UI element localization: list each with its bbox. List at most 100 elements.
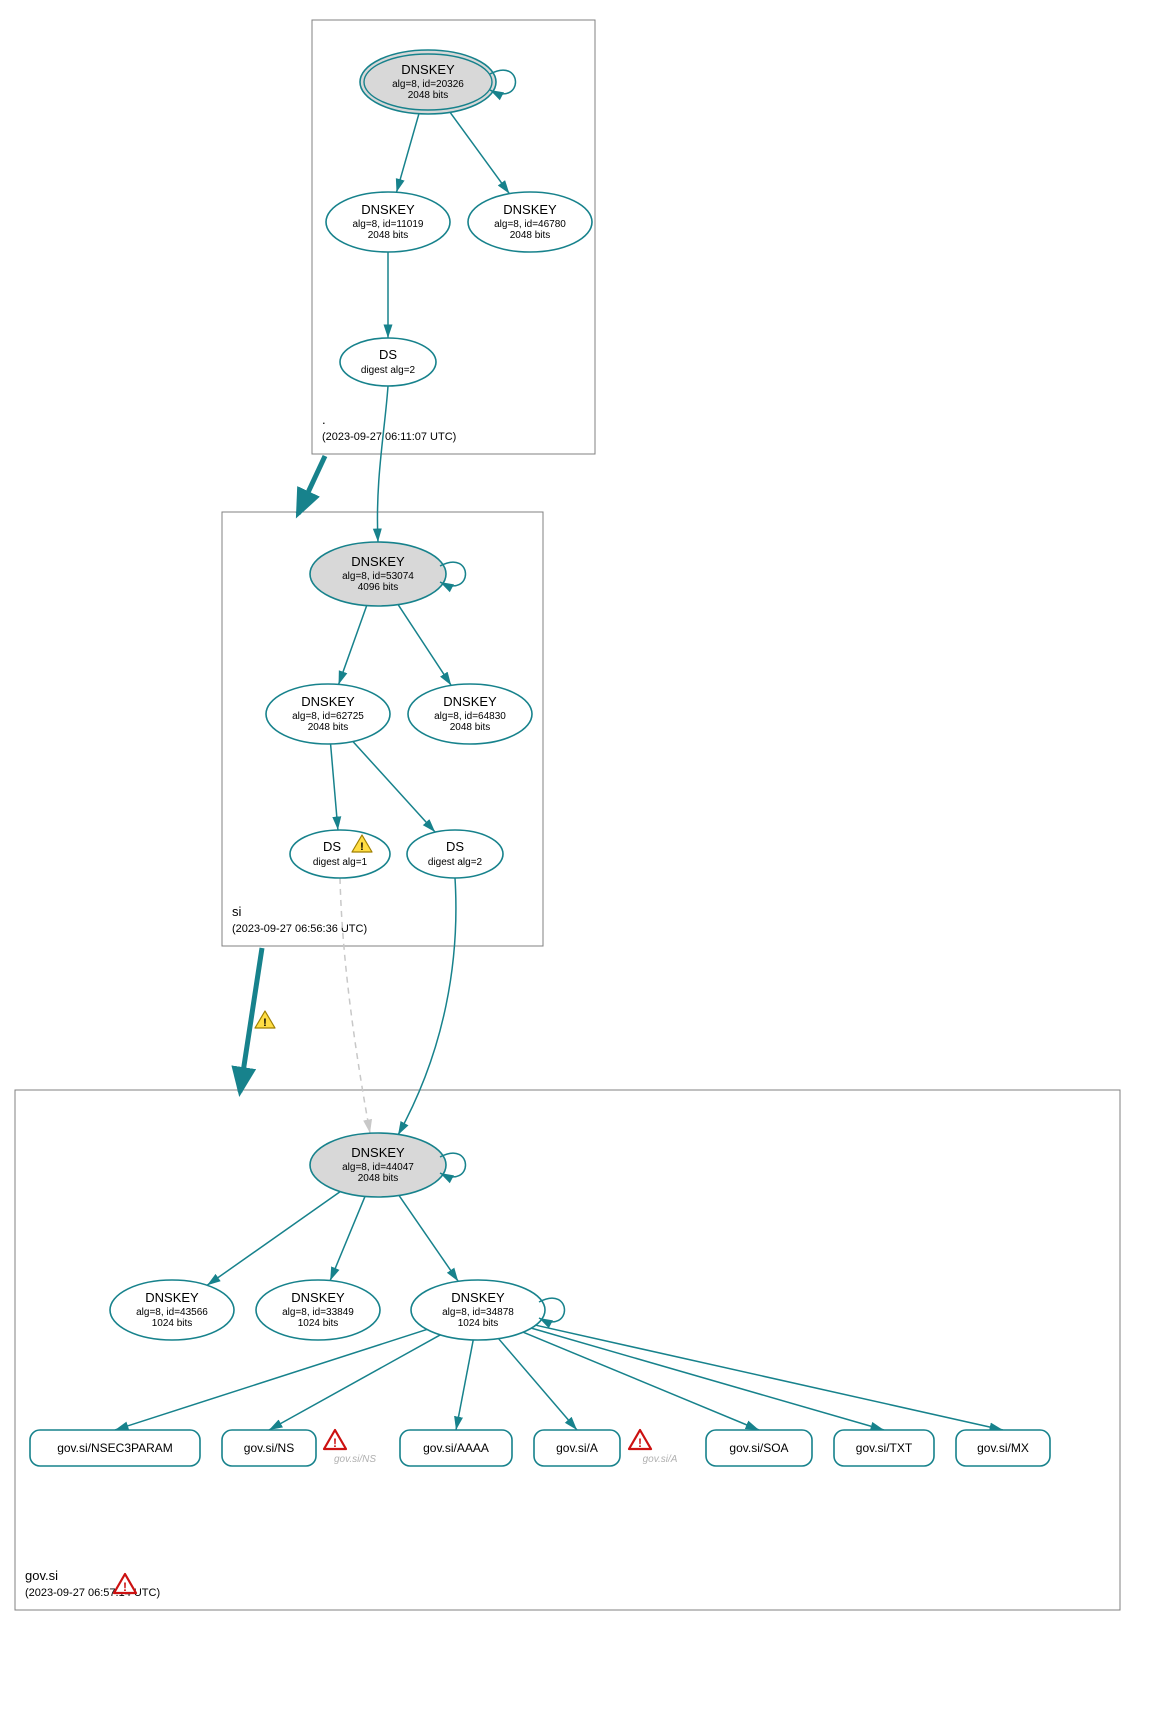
svg-text:!: ! (333, 1436, 337, 1450)
error-icon: ! (324, 1430, 346, 1450)
node-root-ksk: DNSKEY alg=8, id=203262048 bits (360, 50, 516, 114)
zone-label: gov.si (25, 1568, 58, 1583)
error-icon: ! (629, 1430, 651, 1450)
node-line3: 2048 bits (510, 230, 551, 241)
node-si-ds2: DS digest alg=2 (407, 830, 503, 878)
rr-label: gov.si/AAAA (423, 1441, 489, 1455)
edge (377, 386, 388, 542)
node-si-zsk1: DNSKEY alg=8, id=627252048 bits (266, 684, 390, 744)
edge (531, 1328, 884, 1430)
edge (536, 1325, 1003, 1430)
node-root-ds: DS digest alg=2 (340, 338, 436, 386)
edge (330, 1196, 365, 1280)
node-title: DNSKEY (451, 1290, 505, 1305)
node-line2: alg=8, id=20326 (392, 79, 464, 90)
node-line2: alg=8, id=11019 (353, 219, 424, 230)
zone-label: si (232, 904, 242, 919)
node-title: DNSKEY (145, 1290, 199, 1305)
zone-label: . (322, 412, 326, 427)
zone-timestamp: (2023-09-27 06:57:14 UTC) (25, 1587, 160, 1599)
edge (398, 878, 456, 1135)
node-rr-nsec3: gov.si/NSEC3PARAM (30, 1430, 200, 1466)
zone-timestamp: (2023-09-27 06:11:07 UTC) (322, 431, 456, 443)
node-line3: 2048 bits (408, 90, 449, 101)
node-rr-mx: gov.si/MX (956, 1430, 1050, 1466)
node-title: DS (446, 839, 464, 854)
node-gov-ksk: DNSKEY alg=8, id=440472048 bits (310, 1133, 466, 1197)
node-line2: alg=8, id=62725 (292, 711, 364, 722)
node-title: DNSKEY (361, 202, 415, 217)
node-rr-a: gov.si/A (534, 1430, 620, 1466)
warning-icon: ! (255, 1011, 275, 1029)
node-si-zsk2: DNSKEY alg=8, id=648302048 bits (408, 684, 532, 744)
node-gov-zsk1: DNSKEY alg=8, id=435661024 bits (110, 1280, 234, 1340)
node-title: DNSKEY (301, 694, 355, 709)
node-title: DNSKEY (443, 694, 497, 709)
node-rr-soa: gov.si/SOA (706, 1430, 812, 1466)
node-line2: alg=8, id=53074 (342, 571, 414, 582)
rr-label: gov.si/TXT (856, 1441, 913, 1455)
error-icon: ! (114, 1574, 136, 1594)
zone-delegation-arrow (298, 456, 325, 514)
dnssec-diagram: . (2023-09-27 06:11:07 UTC) si (2023-09-27 … (0, 0, 1149, 1715)
zone-timestamp: (2023-09-27 06:56:36 UTC) (232, 923, 367, 935)
node-line3: 1024 bits (458, 1318, 499, 1329)
zone-delegation-arrow (240, 948, 262, 1092)
node-title: DNSKEY (401, 62, 455, 77)
node-line2: alg=8, id=44047 (342, 1162, 414, 1173)
edge (399, 1195, 458, 1281)
node-line2: alg=8, id=34878 (442, 1307, 514, 1318)
node-line3: 2048 bits (358, 1173, 399, 1184)
node-root-zsk2: DNSKEY alg=8, id=467802048 bits (468, 192, 592, 252)
node-title: DS (379, 347, 397, 362)
edge (207, 1192, 340, 1286)
rr-label: gov.si/A (556, 1441, 598, 1455)
edge (396, 114, 418, 193)
edge (498, 1339, 577, 1430)
node-line2: digest alg=2 (361, 365, 416, 376)
svg-text:!: ! (638, 1436, 642, 1450)
node-si-ds1: DS digest alg=1! (290, 830, 390, 878)
edge (331, 744, 338, 830)
rr-label: gov.si/NS (244, 1441, 294, 1455)
ghost-rr-label: gov.si/NS (334, 1454, 376, 1465)
node-rr-ns: gov.si/NS (222, 1430, 316, 1466)
node-line2: digest alg=1 (313, 857, 368, 868)
rr-label: gov.si/SOA (729, 1441, 788, 1455)
node-root-zsk1: DNSKEY alg=8, id=110192048 bits (326, 192, 450, 252)
node-line2: alg=8, id=64830 (434, 711, 506, 722)
node-title: DS (323, 839, 341, 854)
node-line2: alg=8, id=33849 (282, 1307, 354, 1318)
edge (353, 741, 435, 832)
svg-text:!: ! (360, 841, 364, 853)
rr-label: gov.si/MX (977, 1441, 1029, 1455)
node-line3: 2048 bits (368, 230, 409, 241)
rr-label: gov.si/NSEC3PARAM (57, 1441, 173, 1455)
svg-text:!: ! (123, 1580, 127, 1594)
edge (523, 1332, 759, 1430)
node-rr-txt: gov.si/TXT (834, 1430, 934, 1466)
edge (450, 112, 509, 193)
node-line3: 1024 bits (152, 1318, 193, 1329)
node-title: DNSKEY (291, 1290, 345, 1305)
edge (339, 606, 367, 685)
svg-text:!: ! (263, 1017, 267, 1029)
node-line2: digest alg=2 (428, 857, 483, 868)
node-line3: 1024 bits (298, 1318, 339, 1329)
node-title: DNSKEY (351, 554, 405, 569)
node-line3: 2048 bits (308, 722, 349, 733)
node-line2: alg=8, id=46780 (494, 219, 566, 230)
node-si-ksk: DNSKEYalg=8, id=530744096 bits (310, 542, 466, 606)
edge (340, 878, 370, 1133)
ghost-rr-label: gov.si/A (643, 1454, 678, 1465)
node-line3: 2048 bits (450, 722, 491, 733)
edge (115, 1329, 427, 1430)
edge (456, 1340, 473, 1430)
node-gov-zsk2: DNSKEY alg=8, id=338491024 bits (256, 1280, 380, 1340)
node-title: DNSKEY (351, 1145, 405, 1160)
node-line2: alg=8, id=43566 (136, 1307, 208, 1318)
node-title: DNSKEY (503, 202, 557, 217)
node-rr-aaaa: gov.si/AAAA (400, 1430, 512, 1466)
edge (269, 1335, 440, 1430)
edge (398, 605, 451, 686)
